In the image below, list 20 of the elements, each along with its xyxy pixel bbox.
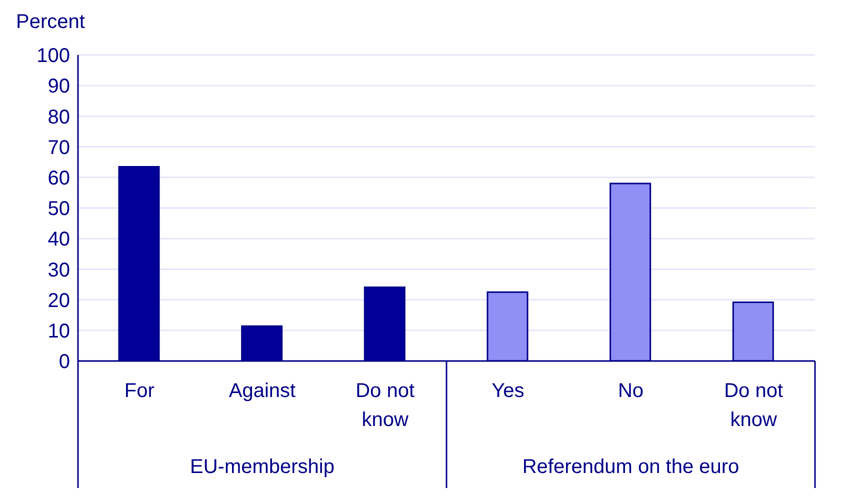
x-tick-label: No: [618, 380, 644, 402]
y-axis-title: Percent: [16, 11, 86, 33]
text: EU-membership: [190, 456, 334, 478]
y-tick-label: 40: [48, 228, 70, 251]
y-tick-label: 90: [48, 76, 70, 98]
y-tick-label: 70: [48, 136, 70, 159]
y-tick-label: 30: [48, 259, 70, 282]
text: Referendum on the euro: [522, 456, 740, 478]
y-tick-label: 100: [36, 45, 70, 68]
x-tick-label: Do not know: [356, 380, 415, 431]
y-tick-label: 50: [48, 198, 70, 220]
y-tick-label: 80: [48, 106, 70, 128]
y-tick-label: 0: [58, 351, 70, 374]
x-tick-label: For: [124, 380, 155, 402]
y-tick-label: 60: [48, 168, 70, 190]
y-tick-label: 20: [48, 290, 70, 312]
y-tick-label: 10: [48, 320, 70, 342]
x-tick-label: Against: [228, 380, 296, 402]
x-tick-label: Do not know: [724, 380, 784, 431]
x-tick-label: Yes: [492, 380, 524, 402]
